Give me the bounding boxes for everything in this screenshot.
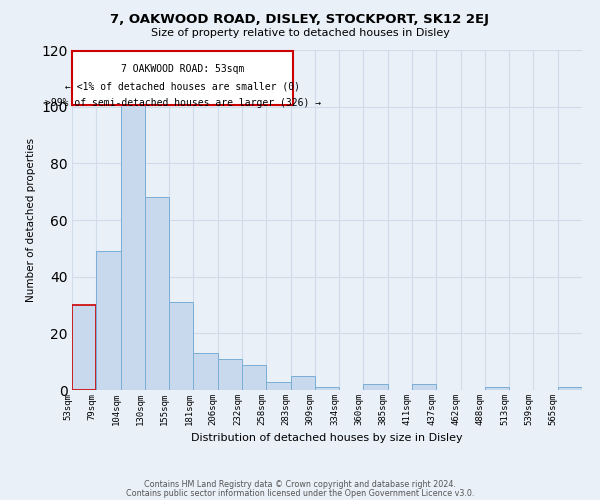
- Bar: [558, 387, 582, 390]
- Bar: [315, 387, 339, 390]
- Bar: [193, 353, 218, 390]
- Text: Contains HM Land Registry data © Crown copyright and database right 2024.: Contains HM Land Registry data © Crown c…: [144, 480, 456, 489]
- Bar: [121, 104, 145, 390]
- Text: ← <1% of detached houses are smaller (0): ← <1% of detached houses are smaller (0): [65, 81, 300, 91]
- Bar: [412, 384, 436, 390]
- Bar: [96, 251, 121, 390]
- Bar: [169, 302, 193, 390]
- Text: >99% of semi-detached houses are larger (326) →: >99% of semi-detached houses are larger …: [44, 98, 321, 108]
- Bar: [218, 359, 242, 390]
- Text: 7, OAKWOOD ROAD, DISLEY, STOCKPORT, SK12 2EJ: 7, OAKWOOD ROAD, DISLEY, STOCKPORT, SK12…: [110, 12, 490, 26]
- Bar: [485, 387, 509, 390]
- Bar: [242, 364, 266, 390]
- Text: Contains public sector information licensed under the Open Government Licence v3: Contains public sector information licen…: [126, 488, 474, 498]
- Bar: [290, 376, 315, 390]
- X-axis label: Distribution of detached houses by size in Disley: Distribution of detached houses by size …: [191, 434, 463, 444]
- Bar: [72, 305, 96, 390]
- Bar: [73, 52, 293, 106]
- Y-axis label: Number of detached properties: Number of detached properties: [26, 138, 36, 302]
- Bar: [266, 382, 290, 390]
- Bar: [145, 198, 169, 390]
- Bar: [364, 384, 388, 390]
- Text: 7 OAKWOOD ROAD: 53sqm: 7 OAKWOOD ROAD: 53sqm: [121, 64, 244, 74]
- Text: Size of property relative to detached houses in Disley: Size of property relative to detached ho…: [151, 28, 449, 38]
